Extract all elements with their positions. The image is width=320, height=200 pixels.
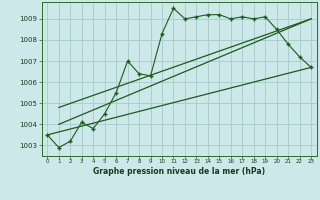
X-axis label: Graphe pression niveau de la mer (hPa): Graphe pression niveau de la mer (hPa) bbox=[93, 167, 265, 176]
